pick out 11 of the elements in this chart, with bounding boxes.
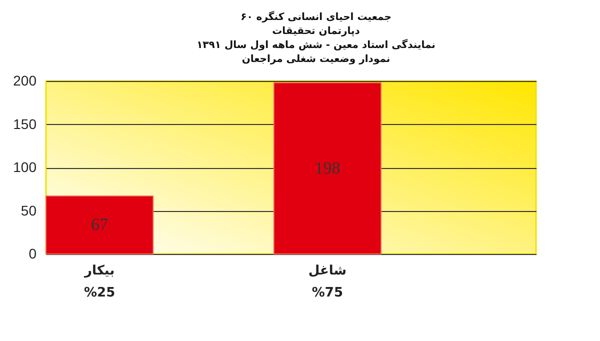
text: نمودار وضعیت شغلی مراجعان xyxy=(242,54,390,65)
y-tick-label: 0 xyxy=(28,246,37,262)
y-tick-label: 150 xyxy=(13,116,37,132)
y-tick-label: 50 xyxy=(20,202,37,218)
text: نمایندگی استاد معین - شش ماهه اول سال ۱۳۹۱ xyxy=(196,40,436,51)
text: جمعیت احیای انسانی کنگره ۶۰ xyxy=(240,12,392,23)
text: دپارتمان تحقیقات xyxy=(272,26,360,37)
y-tick-label: 200 xyxy=(13,72,37,88)
data-label: 67 xyxy=(91,215,109,234)
y-tick-label: 100 xyxy=(13,159,37,175)
data-label: 198 xyxy=(314,158,340,178)
